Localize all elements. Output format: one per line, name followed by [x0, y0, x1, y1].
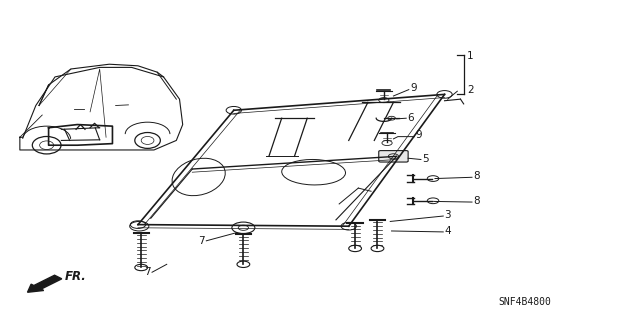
Text: 1: 1	[467, 51, 474, 61]
Text: SNF4B4800: SNF4B4800	[499, 297, 552, 308]
Text: 9: 9	[410, 83, 417, 93]
Text: 3: 3	[445, 210, 451, 220]
FancyArrow shape	[28, 275, 62, 292]
Text: FR.: FR.	[65, 270, 86, 283]
Text: 7: 7	[198, 236, 205, 246]
Text: 4: 4	[445, 226, 451, 236]
Text: 5: 5	[422, 154, 429, 164]
FancyBboxPatch shape	[379, 151, 408, 162]
Text: 8: 8	[473, 197, 480, 206]
Text: 9: 9	[416, 130, 422, 140]
Text: 7: 7	[144, 267, 151, 277]
Text: 8: 8	[473, 171, 480, 181]
Text: 6: 6	[408, 113, 414, 122]
Text: 2: 2	[467, 85, 474, 95]
